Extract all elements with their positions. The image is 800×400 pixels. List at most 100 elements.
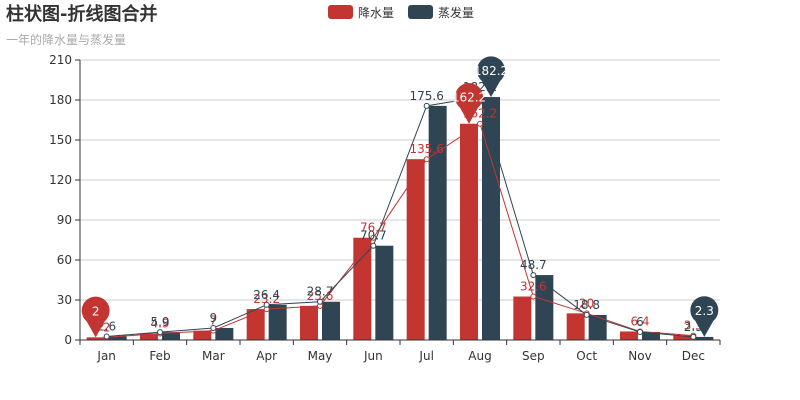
data-label-evap: 5.9 — [150, 315, 169, 329]
y-tick-label: 0 — [64, 333, 72, 347]
chart-subtitle: 一年的降水量与蒸发量 — [6, 32, 126, 47]
line-point-evap[interactable] — [210, 325, 217, 331]
legend-swatch-rain[interactable] — [328, 5, 353, 19]
data-label-evap: 6 — [636, 315, 644, 329]
bar-evap[interactable] — [375, 245, 394, 340]
y-tick-label: 210 — [49, 53, 72, 67]
y-tick-label: 30 — [57, 293, 72, 307]
y-tick-label: 180 — [49, 93, 72, 107]
data-label-rain: 4.9 — [150, 316, 169, 330]
line-point-evap[interactable] — [637, 329, 643, 335]
lines — [103, 94, 697, 341]
data-label-evap: 175.6 — [409, 89, 443, 103]
min-rain-pin — [81, 296, 110, 338]
bar-evap[interactable] — [215, 328, 234, 340]
chart-title: 柱状图-折线图合并 — [6, 3, 157, 25]
bar-rain[interactable] — [460, 123, 478, 340]
y-tick-label: 60 — [57, 253, 72, 267]
max-evap-pin-label: 182.2 — [474, 64, 508, 78]
data-label-evap: 48.7 — [520, 258, 547, 272]
line-evap — [106, 96, 694, 338]
bars — [86, 97, 714, 340]
bar-evap[interactable] — [642, 332, 660, 340]
bar-evap[interactable] — [108, 336, 127, 340]
bar-evap[interactable] — [268, 304, 287, 340]
max-rain-pin-label: 162.2 — [452, 91, 486, 105]
x-tick-label: Jun — [363, 349, 383, 363]
bar-rain[interactable] — [193, 330, 212, 340]
watermark: 知乎 @落咳咳 — [668, 361, 775, 381]
data-label-rain: 23.2 — [253, 292, 280, 306]
line-point-evap[interactable] — [317, 298, 323, 305]
line-point-evap[interactable] — [530, 272, 537, 279]
line-point-evap[interactable] — [103, 333, 110, 340]
bar-rain[interactable] — [300, 305, 318, 340]
x-tick-label: Nov — [628, 349, 651, 363]
markers: 162.2 182.2 2 2.3 — [81, 56, 719, 338]
data-label-evap: 18.8 — [573, 298, 600, 312]
line-point-rain[interactable] — [370, 234, 377, 241]
bar-rain[interactable] — [513, 296, 532, 340]
line-point-rain[interactable] — [477, 120, 483, 127]
y-tick-label: 120 — [49, 173, 72, 187]
line-point-rain[interactable] — [423, 156, 430, 163]
line-point-evap[interactable] — [583, 311, 590, 318]
legend-label-evap[interactable]: 蒸发量 — [438, 5, 474, 20]
bar-evap[interactable] — [428, 105, 447, 340]
line-point-evap[interactable] — [370, 242, 377, 249]
data-label-rain: 25.6 — [307, 289, 334, 303]
bar-rain[interactable] — [566, 313, 585, 340]
x-tick-label: Apr — [256, 349, 277, 363]
x-tick-label: Mar — [202, 349, 225, 363]
bar-evap[interactable] — [162, 332, 180, 340]
x-tick-label: Feb — [149, 349, 170, 363]
bar-evap[interactable] — [588, 314, 607, 340]
bar-rain[interactable] — [620, 331, 638, 340]
bar-evap[interactable] — [322, 301, 340, 340]
line-point-evap[interactable] — [157, 329, 163, 336]
data-label-evap: 26.4 — [253, 288, 280, 302]
min-evap-pin-label: 2.3 — [695, 304, 714, 318]
line-rain — [106, 122, 694, 338]
x-tick-label: May — [308, 349, 333, 363]
bar-rain[interactable] — [673, 335, 692, 340]
bar-rain[interactable] — [353, 237, 372, 340]
bar-evap[interactable] — [695, 336, 714, 340]
data-label-rain: 32.6 — [520, 280, 547, 294]
bar-evap[interactable] — [482, 97, 500, 340]
line-point-rain[interactable] — [530, 293, 537, 300]
line-point-evap[interactable] — [423, 102, 430, 109]
x-tick-label: Oct — [576, 349, 597, 363]
data-label-rain: 20 — [579, 296, 594, 310]
bar-rain[interactable] — [406, 159, 425, 340]
data-label-evap: 9 — [210, 311, 218, 325]
line-point-evap[interactable] — [263, 301, 270, 308]
data-label-rain: 76.7 — [360, 221, 387, 235]
bar-evap[interactable] — [535, 275, 554, 340]
bar-rain[interactable] — [246, 309, 265, 340]
legend-label-rain[interactable]: 降水量 — [358, 6, 394, 20]
axes: 0 30 60 90 120 150 180 210 Jan Feb Mar Apr May Jun Jul… — [49, 53, 721, 363]
x-tick-label: Aug — [468, 349, 491, 363]
data-label-rain: 6.4 — [630, 314, 649, 328]
legend[interactable]: 降水量 蒸发量 — [328, 5, 474, 20]
x-tick-label: Sep — [522, 349, 545, 363]
data-label-rain: 2 — [103, 320, 111, 334]
y-tick-label: 90 — [57, 213, 72, 227]
data-label-evap: 70.7 — [360, 229, 387, 243]
line-point-evap[interactable] — [690, 333, 697, 340]
max-evap-pin — [477, 56, 505, 98]
min-evap-pin — [690, 296, 719, 337]
data-label-evap: 28.7 — [307, 285, 334, 299]
x-tick-label: Dec — [682, 349, 705, 363]
grid — [80, 59, 720, 301]
min-rain-pin-label: 2 — [92, 304, 100, 318]
bar-rain[interactable] — [140, 333, 158, 340]
bar-rain[interactable] — [86, 337, 105, 340]
legend-swatch-evap[interactable] — [408, 5, 433, 19]
data-label-rain: 7 — [210, 314, 218, 328]
max-rain-pin — [455, 83, 484, 124]
y-tick-label: 150 — [49, 133, 72, 147]
